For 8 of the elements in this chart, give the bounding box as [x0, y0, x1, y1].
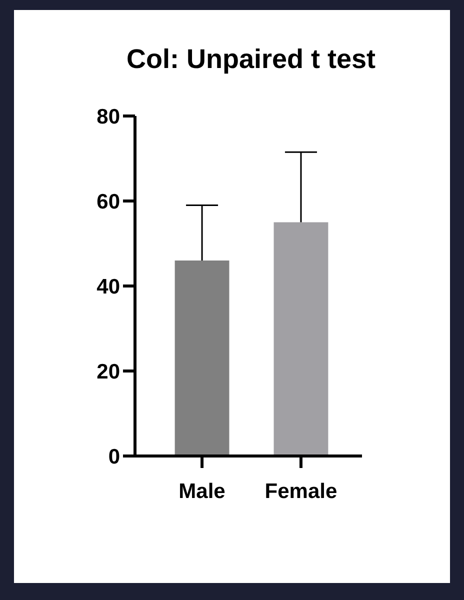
- chart-title: Col: Unpaired t test: [126, 44, 376, 74]
- x-tick-label: Male: [178, 480, 226, 503]
- y-tick-label: 0: [108, 445, 120, 468]
- y-tick-label: 40: [96, 275, 120, 298]
- y-tick-label: 80: [96, 105, 120, 128]
- y-tick-label: 60: [96, 190, 120, 214]
- x-tick-label: Female: [264, 480, 338, 503]
- y-tick-label: 20: [96, 360, 120, 384]
